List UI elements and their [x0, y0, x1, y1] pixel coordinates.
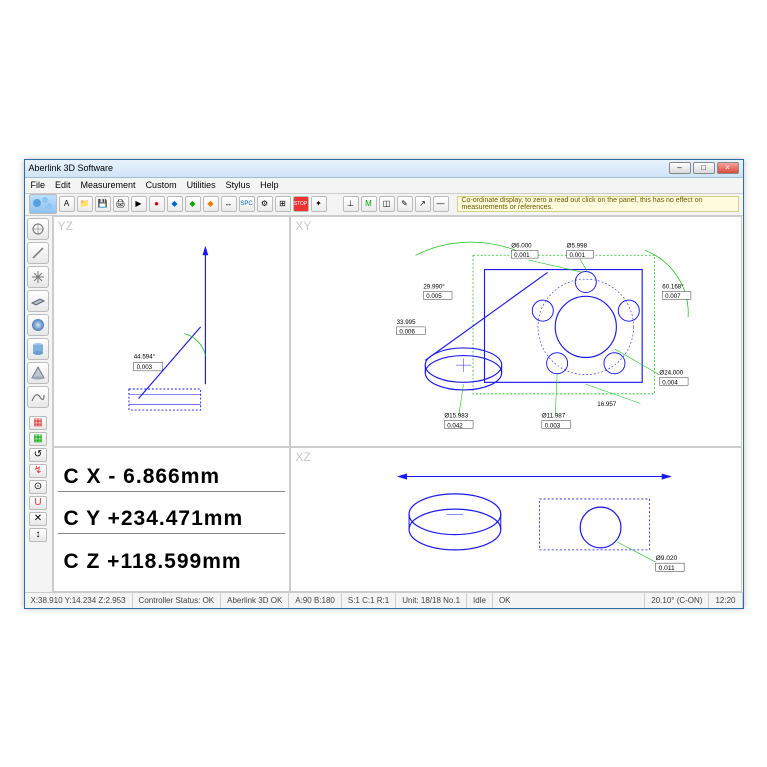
dim-xy-d5: Ø11.987: [542, 412, 566, 419]
tool-gear-icon[interactable]: ⚙: [257, 196, 273, 212]
feature-point-icon[interactable]: [27, 266, 49, 288]
status-time: 12:20: [709, 593, 742, 608]
menu-stylus[interactable]: Stylus: [226, 180, 251, 190]
tool-grid-icon[interactable]: ⊞: [275, 196, 291, 212]
dim-xz-d: Ø9.020: [656, 555, 678, 562]
opt-3-icon[interactable]: ↺: [29, 448, 47, 462]
coord-x[interactable]: C X - 6.866mm: [58, 463, 286, 492]
menu-help[interactable]: Help: [260, 180, 279, 190]
panel-xz[interactable]: XZ Ø9.020 0.011: [290, 447, 742, 592]
status-ctrl: Controller Status: OK: [133, 593, 222, 608]
dim-yz-tol: 0.003: [136, 363, 152, 370]
menu-measurement[interactable]: Measurement: [81, 180, 136, 190]
menu-custom[interactable]: Custom: [146, 180, 177, 190]
status-unit: Unit: 18/18 No.1: [396, 593, 467, 608]
svg-text:0.001: 0.001: [515, 252, 531, 259]
opt-updown-icon[interactable]: ↕: [29, 528, 47, 542]
dim-xy-d3: Ø24.000: [660, 369, 684, 376]
dim-xy-angle1: 29.990°: [424, 283, 446, 290]
status-app: Aberlink 3D OK: [221, 593, 289, 608]
minimize-button[interactable]: –: [669, 162, 691, 174]
dim-xy-d4: Ø15.983: [445, 412, 469, 419]
tool-spc-icon[interactable]: SPC: [239, 196, 255, 212]
tool-pencil-icon[interactable]: ✎: [397, 196, 413, 212]
titlebar[interactable]: Aberlink 3D Software – □ ×: [25, 160, 743, 178]
status-idle: Idle: [467, 593, 493, 608]
feature-plane-icon[interactable]: [27, 290, 49, 312]
coord-y[interactable]: C Y +234.471mm: [58, 505, 286, 534]
dim-xy-d1: Ø6.000: [512, 242, 533, 249]
svg-text:0.001: 0.001: [570, 252, 586, 259]
feature-line-icon[interactable]: [27, 242, 49, 264]
opt-2-icon[interactable]: ▦: [29, 432, 47, 446]
svg-text:0.042: 0.042: [448, 422, 464, 429]
svg-text:0.003: 0.003: [545, 422, 561, 429]
tool-arrows-icon[interactable]: ↔: [221, 196, 237, 212]
opt-5-icon[interactable]: ⊙: [29, 480, 47, 494]
svg-text:0.007: 0.007: [666, 293, 682, 300]
tool-green-icon[interactable]: ◆: [185, 196, 201, 212]
maximize-button[interactable]: □: [693, 162, 715, 174]
tool-main-icon[interactable]: [29, 194, 57, 214]
sidebar: ▦ ▦ ↺ ↯ ⊙ U ✕ ↕: [25, 216, 53, 592]
tool-line-icon[interactable]: —: [433, 196, 449, 212]
tool-arrow-icon[interactable]: ↗: [415, 196, 431, 212]
opt-magnet-icon[interactable]: U: [29, 496, 47, 510]
opt-delete-icon[interactable]: ✕: [29, 512, 47, 526]
coord-z[interactable]: C Z +118.599mm: [58, 548, 286, 576]
tool-a-icon[interactable]: A: [59, 196, 75, 212]
label-yz: YZ: [58, 219, 73, 233]
svg-text:0.004: 0.004: [663, 379, 679, 386]
feature-sphere-icon[interactable]: [27, 314, 49, 336]
menu-file[interactable]: File: [31, 180, 46, 190]
panel-coords[interactable]: C X - 6.866mm C Y +234.471mm C Z +118.59…: [53, 447, 291, 592]
feature-circle-icon[interactable]: [27, 218, 49, 240]
status-temp: 20.10° (C-ON): [645, 593, 709, 608]
status-ok: OK: [493, 593, 645, 608]
panel-xy[interactable]: XY: [290, 216, 742, 447]
label-xy: XY: [295, 219, 311, 233]
menu-edit[interactable]: Edit: [55, 180, 71, 190]
opt-1-icon[interactable]: ▦: [29, 416, 47, 430]
views-grid: YZ 44.594° 0.003 XY: [53, 216, 743, 592]
svg-text:0.006: 0.006: [400, 328, 416, 335]
tool-save-icon[interactable]: 💾: [95, 196, 111, 212]
menubar: File Edit Measurement Custom Utilities S…: [25, 178, 743, 194]
status-ab: A:90 B:180: [289, 593, 342, 608]
feature-cone-icon[interactable]: [27, 362, 49, 384]
toolbar-hint: Co-ordinate display, to zero a read out …: [457, 196, 739, 212]
tool-dim3-icon[interactable]: ◫: [379, 196, 395, 212]
tool-play-icon[interactable]: ▶: [131, 196, 147, 212]
dim-xy-len2: 16.957: [598, 401, 618, 408]
svg-text:0.005: 0.005: [427, 293, 443, 300]
toolbar: A 📁 💾 🖨 ▶ ● ◆ ◆ ◆ ↔ SPC ⚙ ⊞ STOP ✦ ⊥ M ◫…: [25, 194, 743, 216]
close-button[interactable]: ×: [717, 162, 739, 174]
dim-yz-angle: 44.594°: [133, 353, 155, 360]
tool-dim1-icon[interactable]: ⊥: [343, 196, 359, 212]
feature-curve-icon[interactable]: [27, 386, 49, 408]
menu-utilities[interactable]: Utilities: [187, 180, 216, 190]
svg-text:0.011: 0.011: [659, 565, 675, 572]
tool-red-icon[interactable]: ●: [149, 196, 165, 212]
opt-4-icon[interactable]: ↯: [29, 464, 47, 478]
dim-xy-d2: Ø5.998: [567, 242, 588, 249]
tool-axis-icon[interactable]: ✦: [311, 196, 327, 212]
dim-xy-angle2: 60.168°: [663, 283, 685, 290]
tool-orange-icon[interactable]: ◆: [203, 196, 219, 212]
feature-cylinder-icon[interactable]: [27, 338, 49, 360]
panel-yz[interactable]: YZ 44.594° 0.003: [53, 216, 291, 447]
tool-print-icon[interactable]: 🖨: [113, 196, 129, 212]
dim-xy-len: 33.995: [397, 319, 417, 326]
window-title: Aberlink 3D Software: [29, 163, 114, 173]
label-xz: XZ: [295, 450, 310, 464]
workarea: ▦ ▦ ↺ ↯ ⊙ U ✕ ↕ YZ 44.594°: [25, 216, 743, 592]
statusbar: X:38.910 Y:14.234 Z:2.953 Controller Sta…: [25, 592, 743, 608]
status-pos: X:38.910 Y:14.234 Z:2.953: [25, 593, 133, 608]
tool-dim2-icon[interactable]: M: [361, 196, 377, 212]
tool-blue-icon[interactable]: ◆: [167, 196, 183, 212]
status-sc: S:1 C:1 R:1: [342, 593, 396, 608]
tool-open-icon[interactable]: 📁: [77, 196, 93, 212]
tool-stop-icon[interactable]: STOP: [293, 196, 309, 212]
app-window: Aberlink 3D Software – □ × File Edit Mea…: [24, 159, 744, 609]
